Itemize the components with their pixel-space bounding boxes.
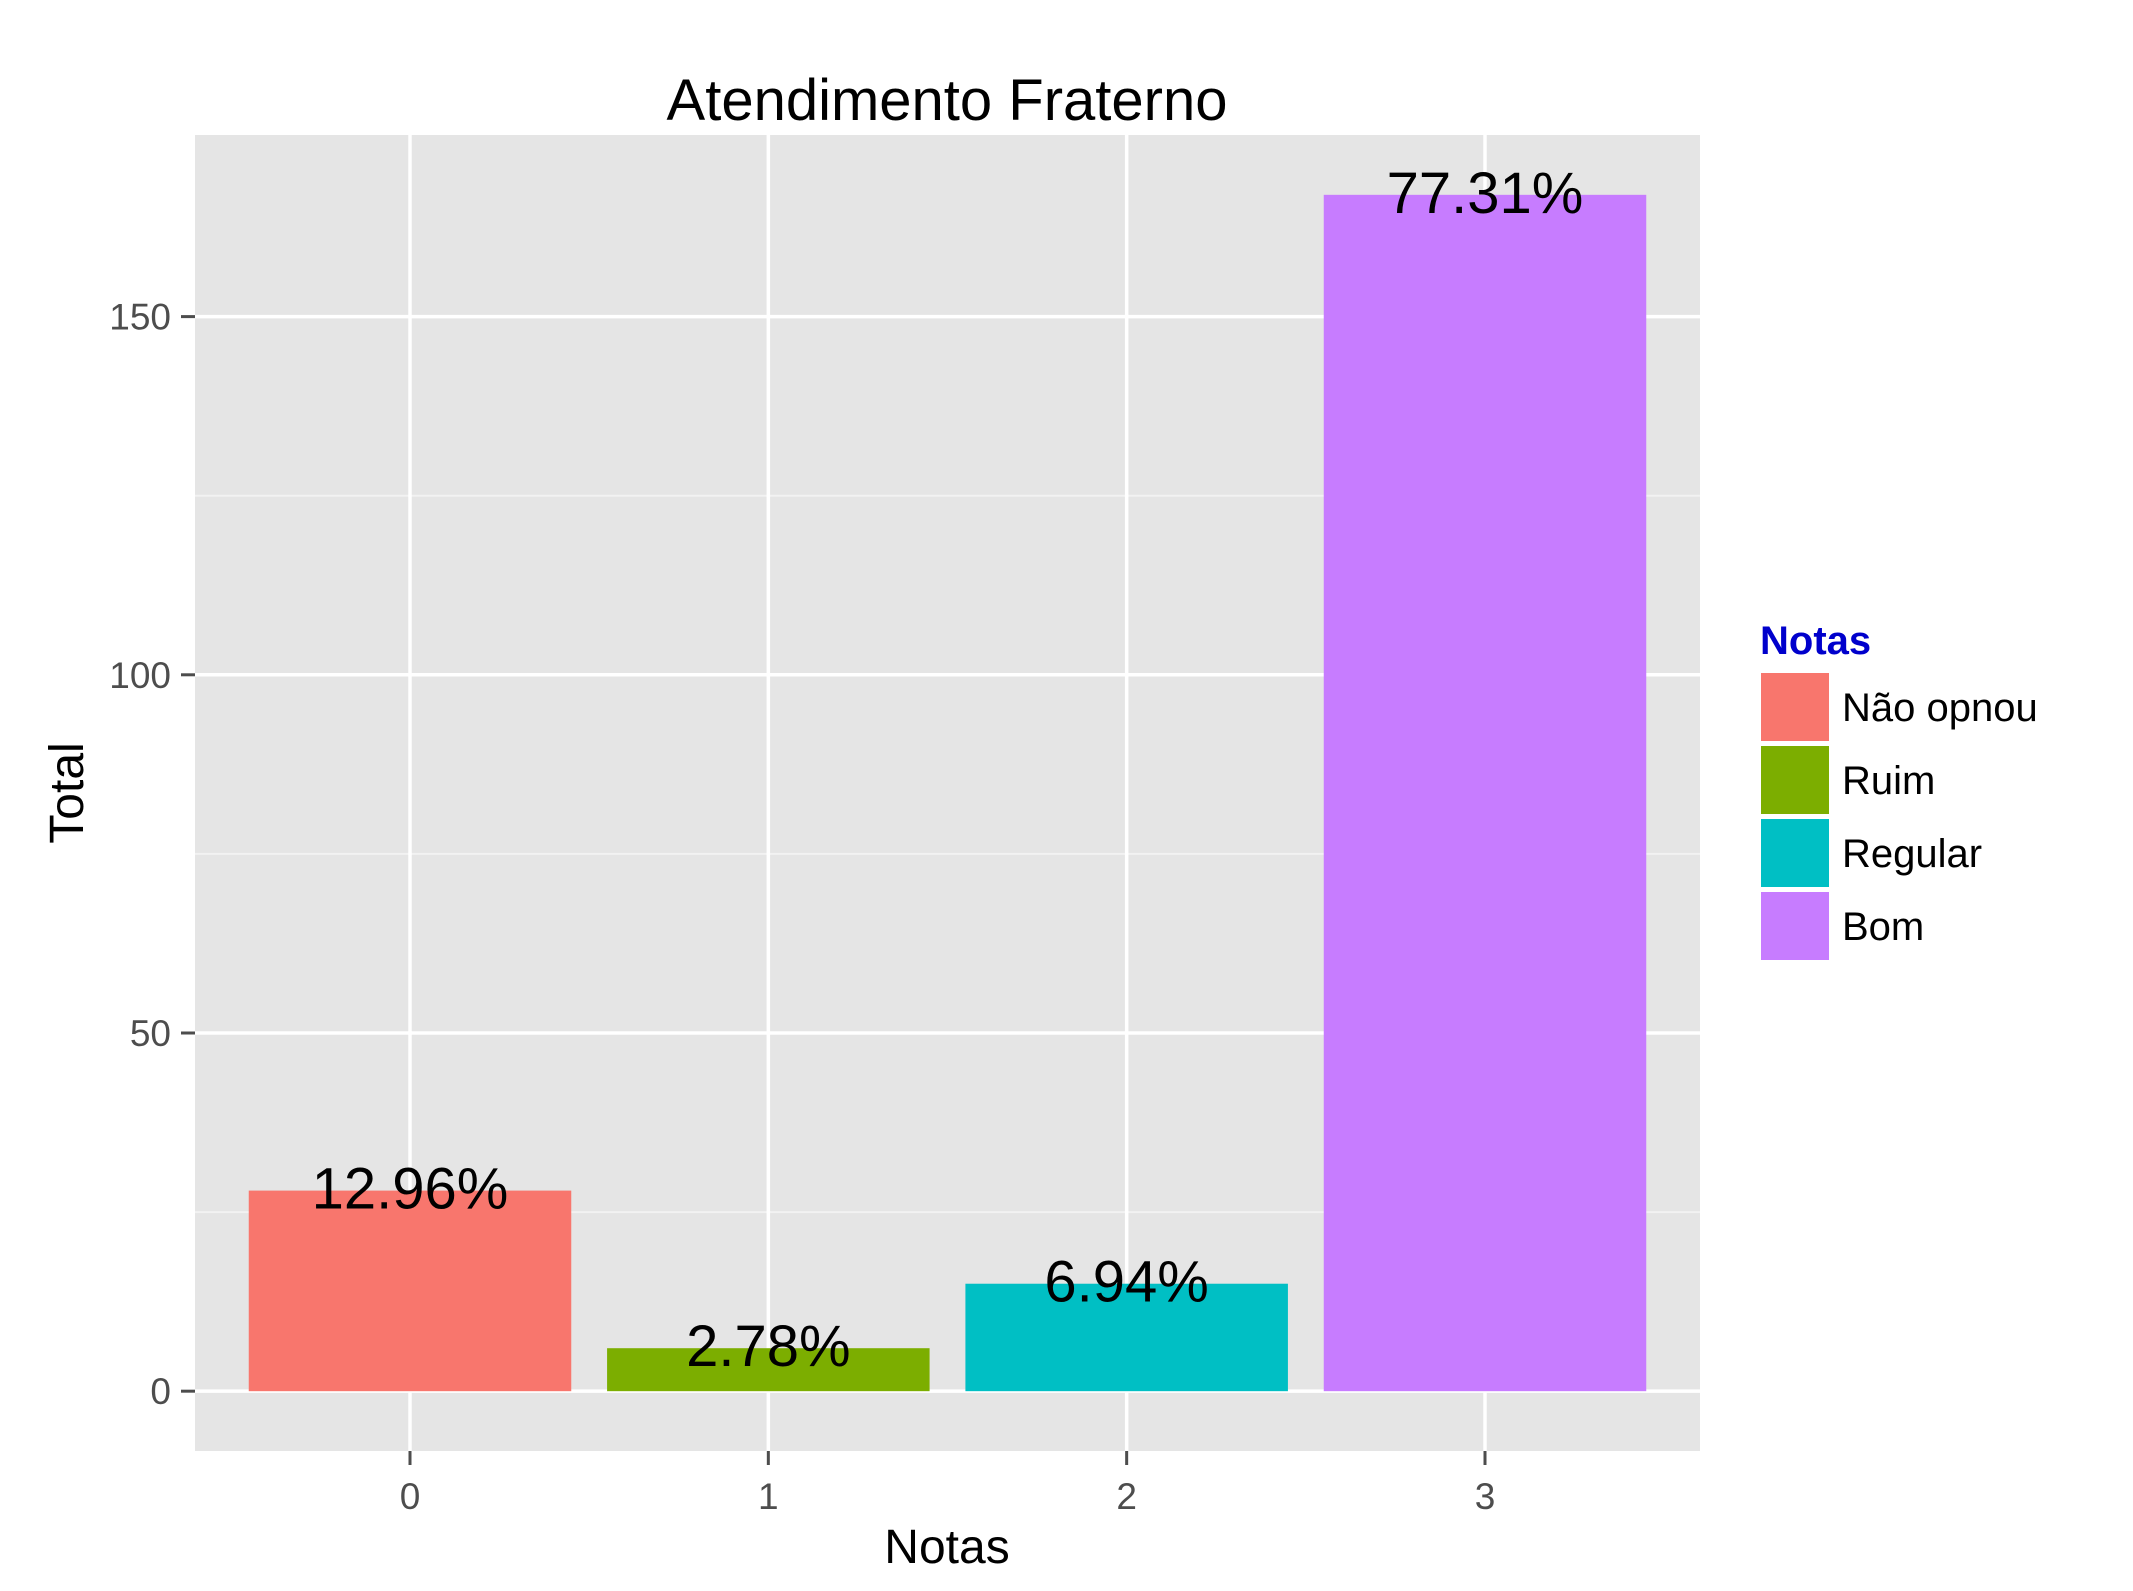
bar	[965, 1283, 1288, 1392]
legend-key	[1759, 744, 1831, 816]
data-label: 12.96%	[312, 1157, 509, 1222]
legend: Notas Não opnou Ruim Regular Bom	[1759, 619, 2038, 962]
legend-items: Não opnou Ruim Regular Bom	[1759, 671, 2038, 962]
legend-label: Bom	[1842, 905, 1924, 949]
y-tick-label: 50	[130, 1013, 171, 1054]
y-tick-label: 100	[109, 655, 171, 696]
data-label: 6.94%	[1044, 1250, 1208, 1315]
legend-label: Ruim	[1842, 759, 1935, 803]
bar	[607, 1348, 930, 1392]
data-labels: 12.96% 2.78% 6.94% 77.31%	[312, 161, 1584, 1379]
y-tick-label: 0	[150, 1371, 171, 1412]
y-tick-label: 150	[109, 297, 171, 338]
y-axis-title: Total	[41, 742, 94, 843]
chart-title: Atendimento Fraterno	[667, 68, 1228, 133]
x-tick-label: 2	[1116, 1476, 1137, 1517]
bar	[1323, 194, 1647, 1392]
x-tick-label: 0	[400, 1476, 421, 1517]
legend-key	[1759, 817, 1831, 889]
x-axis: 0 1 2 3	[400, 1451, 1496, 1517]
data-label: 77.31%	[1387, 161, 1584, 226]
y-axis: 0 50 100 150	[109, 297, 195, 1412]
x-axis-title: Notas	[884, 1521, 1009, 1574]
x-tick-label: 1	[758, 1476, 779, 1517]
bar	[248, 1190, 572, 1392]
legend-label: Regular	[1842, 832, 1982, 876]
legend-label: Não opnou	[1842, 686, 2038, 730]
bars	[248, 194, 1647, 1392]
legend-key	[1759, 890, 1831, 962]
legend-key	[1759, 671, 1831, 743]
data-label: 2.78%	[686, 1314, 850, 1379]
legend-title: Notas	[1760, 619, 1871, 663]
x-tick-label: 3	[1475, 1476, 1496, 1517]
